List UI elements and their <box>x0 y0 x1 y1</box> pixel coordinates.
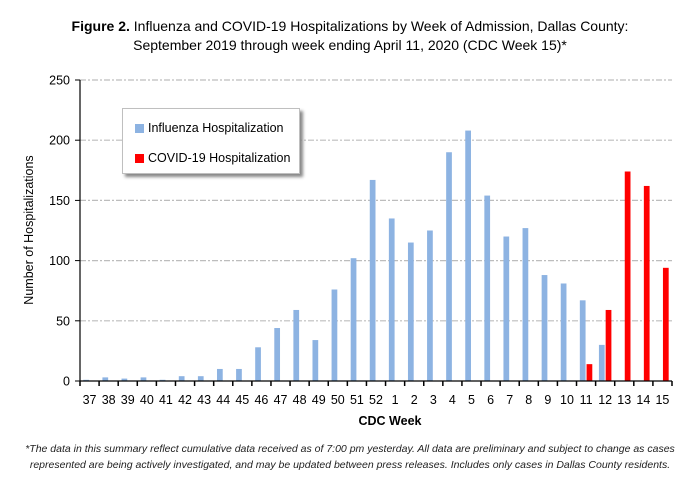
influenza-bar-week-38 <box>102 377 109 381</box>
y-tick-label: 200 <box>49 134 70 148</box>
x-tick-label: 46 <box>254 393 268 407</box>
influenza-bar-week-3 <box>427 230 433 381</box>
influenza-bar-week-6 <box>484 195 491 381</box>
legend-item-influenza: Influenza Hospitalization <box>135 121 284 135</box>
x-tick-label: 45 <box>235 393 249 407</box>
x-tick-label: 51 <box>350 393 364 407</box>
influenza-bar-week-1 <box>388 218 395 381</box>
influenza-bar-week-45 <box>236 368 242 381</box>
y-tick-labels: 0 50 100 150 200 250 <box>49 74 70 389</box>
chart-title: Figure 2. Influenza and COVID-19 Hospita… <box>0 17 700 55</box>
influenza-bar-week-41 <box>159 379 166 381</box>
influenza-bar-week-50 <box>331 289 338 381</box>
x-tick-label: 6 <box>487 393 494 407</box>
x-tick-label: 49 <box>312 393 326 407</box>
x-tick-label: 52 <box>369 393 383 407</box>
x-tick-label: 1 <box>392 393 399 407</box>
figure-label: Figure 2. <box>71 18 130 34</box>
influenza-bar-week-49 <box>312 340 319 381</box>
x-tick-label: 47 <box>274 393 288 407</box>
y-tick-label: 100 <box>49 254 70 268</box>
y-tick-label: 150 <box>49 194 70 208</box>
influenza-bar-week-7 <box>503 236 510 381</box>
influenza-bar-week-12 <box>598 344 605 381</box>
influenza-bar-week-9 <box>541 275 548 381</box>
influenza-bar-week-4 <box>446 152 452 381</box>
x-tick-label: 37 <box>83 393 97 407</box>
influenza-bar-week-43 <box>197 376 204 381</box>
x-tick-label: 38 <box>102 393 116 407</box>
footnote: *The data in this summary reflect cumula… <box>0 441 700 473</box>
x-tick-label: 5 <box>468 393 475 407</box>
influenza-bar-week-39 <box>121 378 128 381</box>
covid-bar-week-15 <box>662 267 669 381</box>
x-tick-label: 42 <box>178 393 192 407</box>
legend-swatch-covid <box>135 153 144 163</box>
x-tick-label: 14 <box>636 393 650 407</box>
influenza-bar-week-42 <box>178 376 185 381</box>
influenza-bar-week-5 <box>465 130 471 381</box>
title-line-1: Influenza and COVID-19 Hospitalizations … <box>133 18 629 34</box>
x-tick-label: 3 <box>430 393 437 407</box>
x-tick-label: 9 <box>544 393 551 407</box>
x-tick-label: 10 <box>560 393 574 407</box>
x-tick-label: 4 <box>449 393 456 407</box>
legend-item-covid: COVID-19 Hospitalization <box>135 151 290 165</box>
legend: Influenza Hospitalization COVID-19 Hospi… <box>122 108 300 174</box>
x-tick-label: 41 <box>159 393 173 407</box>
title-line-2: September 2019 through week ending April… <box>133 37 567 53</box>
influenza-bar-week-2 <box>407 242 414 381</box>
footnote-line-1: *The data in this summary reflect cumula… <box>25 443 675 455</box>
influenza-bar-week-40 <box>140 377 147 381</box>
y-tick-label: 250 <box>49 74 70 88</box>
y-axis-label: Number of Hospitalizations <box>22 155 36 304</box>
bars <box>83 130 669 381</box>
x-axis-label: CDC Week <box>359 414 422 428</box>
x-tick-label: 40 <box>140 393 154 407</box>
influenza-bar-week-51 <box>350 258 357 381</box>
x-tick-label: 8 <box>525 393 532 407</box>
x-tick-labels: 37 38 39 40 41 42 43 44 45 46 47 48 49 50 51 52 1 2 3 4 5 6 7 8… <box>83 393 670 407</box>
gridlines <box>80 79 672 322</box>
axes <box>75 79 673 386</box>
covid-bar-week-13 <box>624 171 631 381</box>
influenza-bar-week-10 <box>560 283 567 381</box>
x-tick-label: 39 <box>121 393 135 407</box>
legend-label-covid: COVID-19 Hospitalization <box>148 151 291 165</box>
x-tick-label: 43 <box>197 393 211 407</box>
influenza-bar-week-48 <box>293 309 300 381</box>
y-tick-label: 50 <box>56 314 70 328</box>
influenza-bar-week-37 <box>83 379 90 381</box>
influenza-bar-week-44 <box>216 368 223 381</box>
x-tick-label: 48 <box>293 393 307 407</box>
x-tick-label: 44 <box>216 393 230 407</box>
footnote-line-2: represented are being actively investiga… <box>29 459 671 471</box>
covid-bar-week-14 <box>643 185 650 381</box>
influenza-bar-week-11 <box>579 300 586 381</box>
influenza-bar-week-52 <box>369 179 376 381</box>
covid-bar-week-12 <box>605 309 612 381</box>
influenza-bar-week-47 <box>274 328 281 381</box>
y-tick-label: 0 <box>63 375 70 389</box>
influenza-bar-week-46 <box>255 347 261 381</box>
x-tick-label: 15 <box>655 393 669 407</box>
legend-swatch-influenza <box>135 123 144 133</box>
x-tick-label: 7 <box>506 393 513 407</box>
x-tick-label: 11 <box>580 393 593 407</box>
x-tick-label: 50 <box>331 393 345 407</box>
legend-label-influenza: Influenza Hospitalization <box>148 121 284 135</box>
x-tick-label: 12 <box>598 393 612 407</box>
x-tick-label: 13 <box>617 393 631 407</box>
x-tick-label: 2 <box>411 393 418 407</box>
covid-bar-week-11 <box>586 364 593 381</box>
influenza-bar-week-8 <box>522 228 529 381</box>
